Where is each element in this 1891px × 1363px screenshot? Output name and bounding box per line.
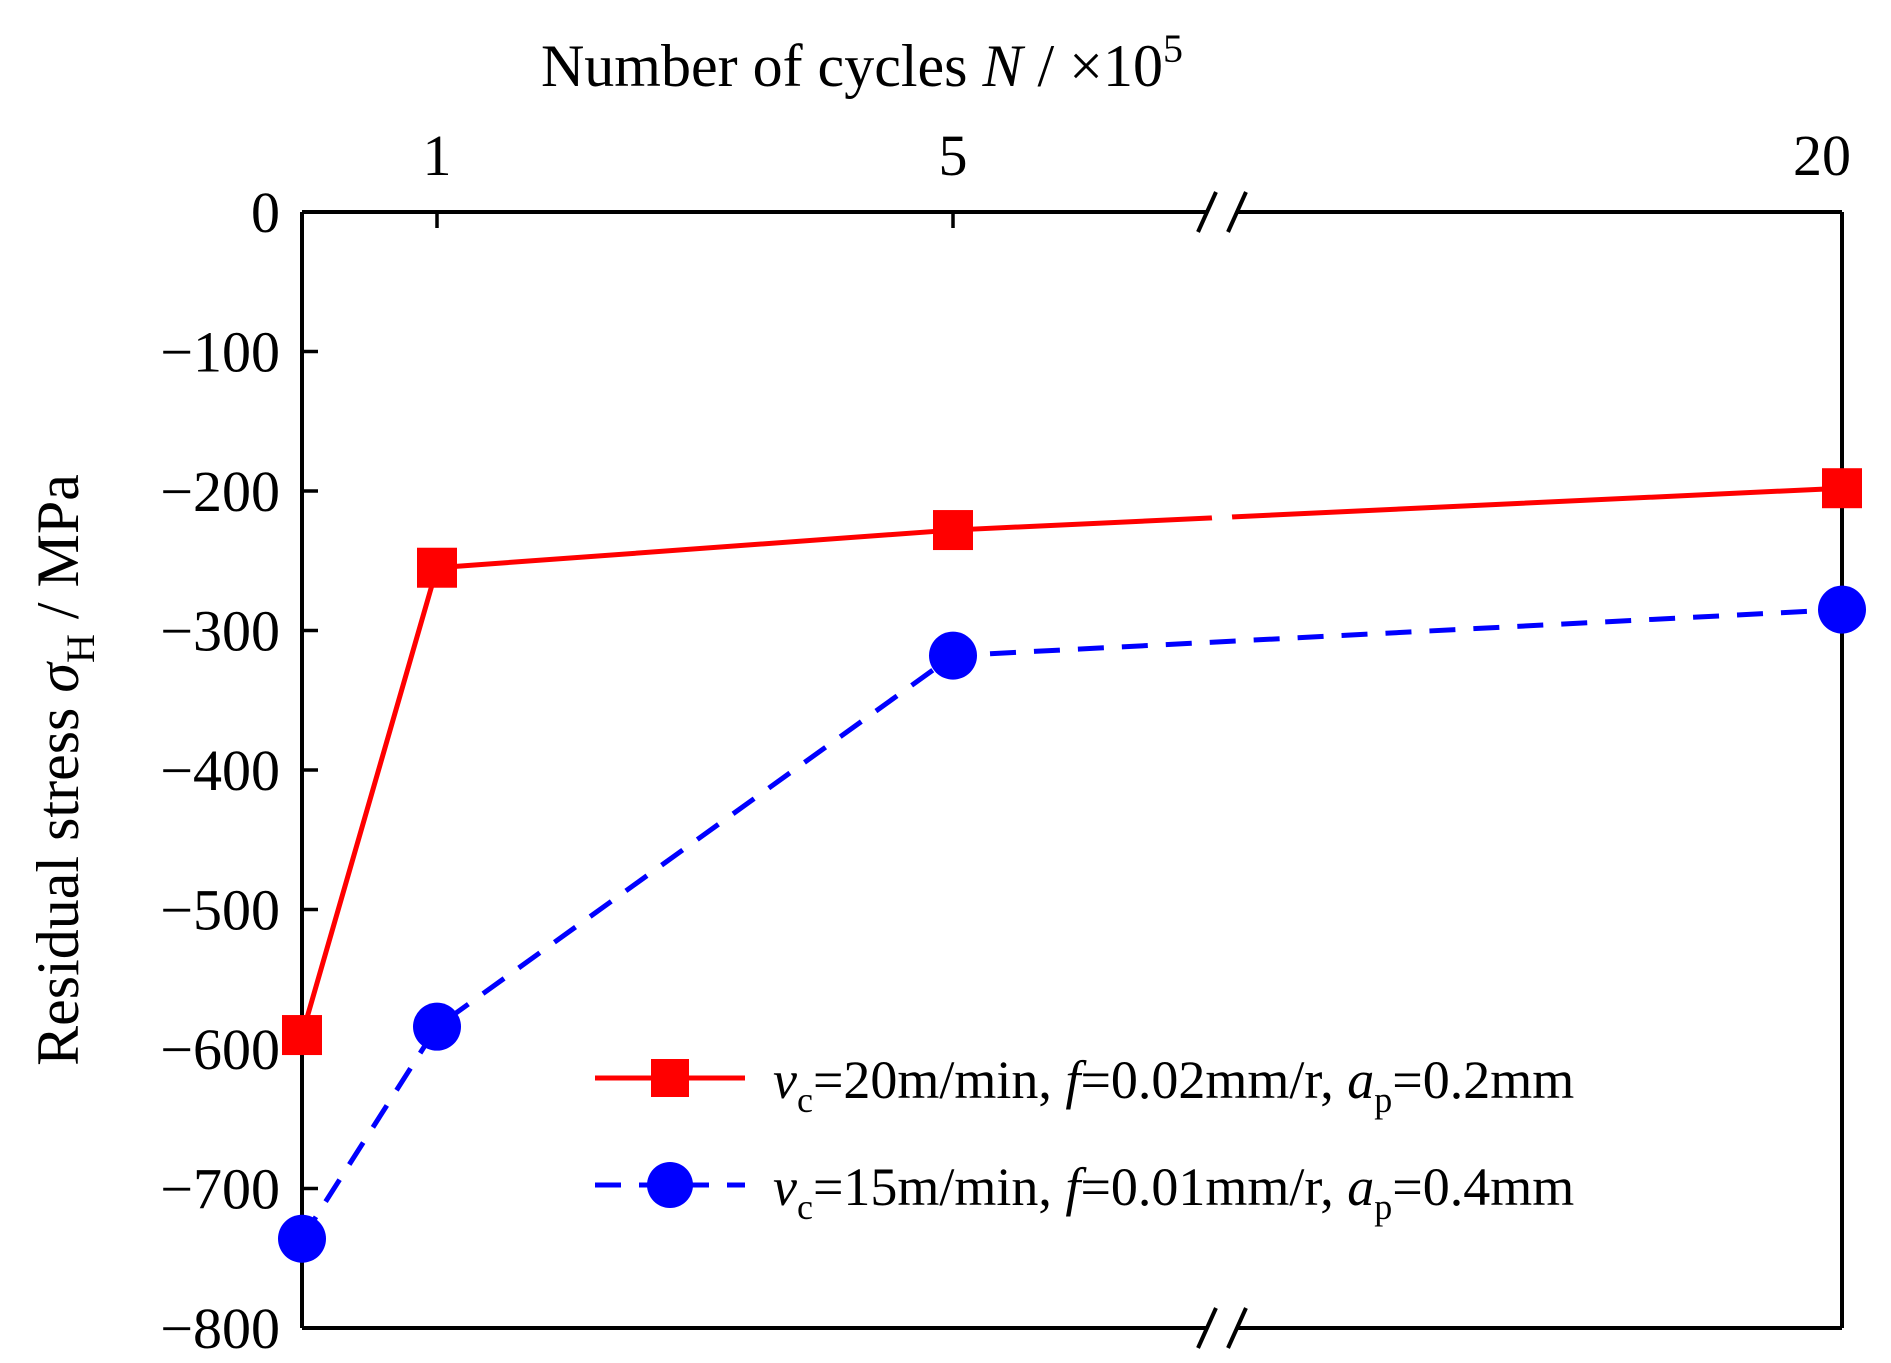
y-tick-label: −100	[160, 320, 280, 385]
data-point-square	[282, 1015, 322, 1056]
y-tick-label: −200	[160, 459, 280, 524]
axis-break-slash	[1196, 1307, 1218, 1349]
y-tick-label: −500	[160, 878, 280, 943]
axis-break-slash	[1196, 191, 1218, 233]
legend-marker-square	[651, 1059, 689, 1097]
y-ticks: 0 −100 −200 −300 −400 −500 −600 −700 −800	[160, 180, 318, 1361]
x-tick-label: 1	[423, 123, 452, 188]
series-line-1	[299, 485, 1843, 1036]
y-tick-label: −700	[160, 1157, 280, 1222]
x-tick-label: 5	[939, 123, 968, 188]
x-ticks: 1 5 20	[423, 123, 1851, 228]
series-break-gap	[1211, 511, 1233, 524]
axis-break-slash	[1226, 191, 1248, 233]
y-tick-label: 0	[251, 180, 280, 245]
data-point-square	[417, 547, 457, 588]
data-point-circle	[413, 1002, 461, 1051]
x-axis-title: Number of cycles N / ×105	[541, 26, 1183, 99]
legend-entry-series-1: vc=20m/min, f=0.02mm/r, ap=0.2mm	[595, 1050, 1574, 1120]
data-point-square	[933, 510, 973, 551]
y-tick-label: −300	[160, 599, 280, 664]
series-line-2	[299, 607, 1843, 1241]
series-layer	[278, 468, 1866, 1263]
legend-label-series-1: vc=20m/min, f=0.02mm/r, ap=0.2mm	[773, 1050, 1574, 1120]
y-tick-label: −600	[160, 1017, 280, 1082]
y-tick-label: −800	[160, 1296, 280, 1361]
data-point-circle	[278, 1214, 326, 1263]
x-tick-label: 20	[1793, 123, 1851, 188]
y-tick-label: −400	[160, 738, 280, 803]
data-point-square	[1822, 468, 1862, 509]
legend: vc=20m/min, f=0.02mm/r, ap=0.2mm vc=15m/…	[595, 1050, 1574, 1227]
axis-breaks	[1196, 191, 1248, 1349]
legend-label-series-2: vc=15m/min, f=0.01mm/r, ap=0.4mm	[773, 1157, 1574, 1227]
legend-marker-circle	[647, 1162, 693, 1208]
legend-entry-series-2: vc=15m/min, f=0.01mm/r, ap=0.4mm	[595, 1157, 1574, 1227]
axis-break-slash	[1226, 1307, 1248, 1349]
data-point-circle	[1818, 585, 1866, 634]
y-axis-title: Residual stress σH / MPa	[25, 474, 103, 1066]
data-point-circle	[929, 631, 977, 680]
